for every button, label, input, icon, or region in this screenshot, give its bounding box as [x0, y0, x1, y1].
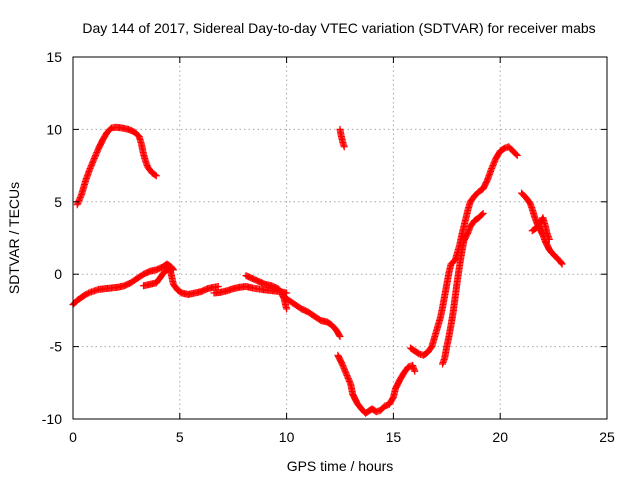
y-tick-label: -10	[42, 411, 62, 427]
series-arc-10	[439, 209, 487, 368]
data-point-marker	[152, 172, 160, 180]
series-arc-6	[278, 292, 344, 340]
chart-title: Day 144 of 2017, Sidereal Day-to-day VTE…	[82, 20, 595, 36]
data-point-marker	[214, 283, 222, 291]
series-arc-2	[69, 260, 177, 309]
data-point-marker	[545, 235, 553, 243]
series-arc-3	[139, 264, 222, 298]
x-axis-label: GPS time / hours	[287, 458, 394, 474]
data-point-marker	[557, 259, 565, 267]
x-tick-label: 0	[69, 429, 77, 445]
data-point-marker	[335, 331, 343, 339]
data-series	[69, 123, 566, 417]
data-point-marker	[340, 143, 348, 151]
data-point-marker	[513, 151, 521, 159]
data-point-marker	[283, 305, 291, 313]
series-arc-7	[336, 125, 348, 151]
plot-frame	[72, 56, 608, 420]
series-arc-11	[518, 189, 566, 268]
y-tick-label: -5	[50, 339, 63, 355]
y-tick-label: 10	[46, 121, 62, 137]
x-tick-label: 15	[386, 429, 402, 445]
data-point-marker	[151, 171, 159, 179]
data-point-marker	[512, 150, 520, 158]
y-tick-label: 0	[54, 266, 62, 282]
data-point-marker	[478, 210, 486, 218]
data-point-marker	[411, 367, 419, 375]
x-tick-label: 10	[279, 429, 295, 445]
axis-ticks: 0 5 10 15 20 25 -10 -5 0 5 10 15	[42, 49, 615, 445]
x-tick-label: 20	[492, 429, 508, 445]
x-tick-label: 5	[176, 429, 184, 445]
y-tick-label: 5	[54, 194, 62, 210]
series-arc-9	[406, 143, 521, 359]
data-point-marker	[336, 332, 344, 340]
y-tick-label: 15	[46, 49, 62, 65]
data-point-marker	[558, 260, 566, 268]
series-arc-8	[334, 351, 419, 417]
x-tick-label: 25	[599, 429, 615, 445]
y-axis-label: SDTVAR / TECUs	[6, 182, 22, 294]
data-point-marker	[479, 209, 487, 217]
series-arc-12	[528, 214, 553, 243]
